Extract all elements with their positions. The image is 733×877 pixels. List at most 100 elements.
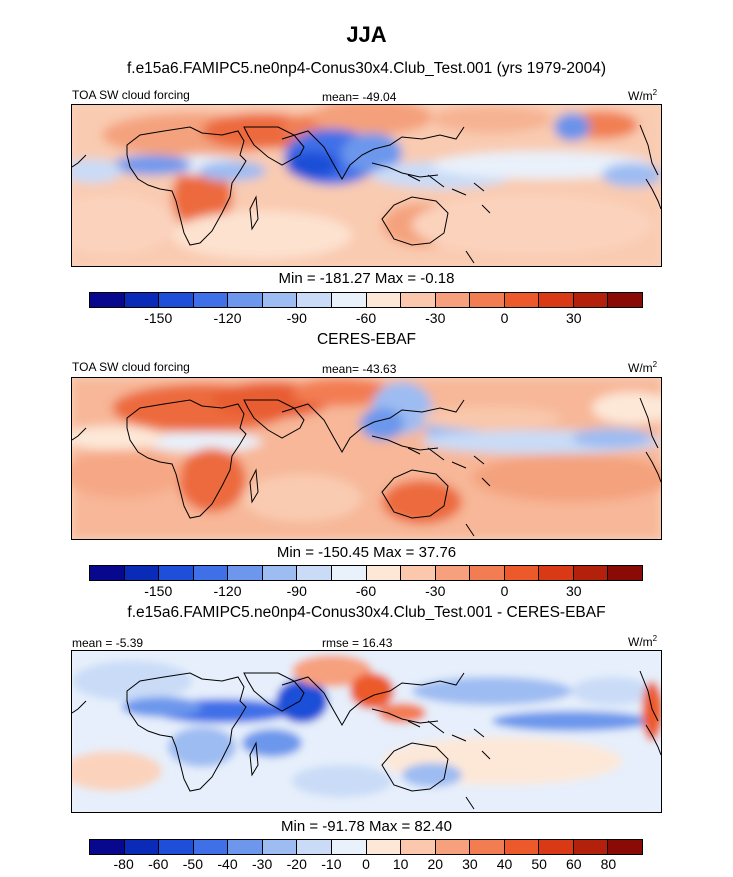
panel1-mean-label: mean= -49.04	[322, 90, 397, 104]
panel2-colorbar-ticks: -150 -120 -90 -60 -30 0 30	[89, 583, 643, 601]
colorbar-swatch	[608, 840, 642, 854]
panel3-minmax: Min = -91.78 Max = 82.40	[281, 818, 452, 835]
panel2-mean-label: mean= -43.63	[322, 362, 397, 376]
panel2-map	[71, 377, 662, 540]
colorbar-swatch	[124, 840, 160, 854]
panel1-map	[71, 104, 662, 267]
colorbar-tick-label: -30	[425, 310, 446, 326]
panel3-mean-label: mean = -5.39	[72, 636, 144, 650]
colorbar-swatch	[539, 566, 574, 580]
colorbar-swatch	[504, 566, 540, 580]
panel3-colorbar-ticks: -80 -60 -50 -40 -30 -20 -10 0 10 20 30 40 50 60 80	[89, 856, 643, 874]
panel1-heading: f.e15a6.FAMIPC5.ne0np4-Conus30x4.Club_Te…	[126, 60, 607, 77]
colorbar-swatch	[297, 840, 332, 854]
colorbar-tick-label: -30	[252, 856, 273, 872]
panel2-heading: CERES-EBAF	[316, 331, 417, 348]
colorbar-tick-label: -60	[148, 856, 169, 872]
colorbar-tick-label: 0	[500, 583, 509, 599]
panel2-colorbar	[89, 565, 643, 581]
colorbar-swatch	[228, 840, 263, 854]
colorbar-tick-label: -120	[213, 583, 242, 599]
colorbar-swatch	[193, 293, 229, 307]
colorbar-swatch	[228, 566, 263, 580]
colorbar-swatch	[262, 293, 298, 307]
colorbar-tick-label: 20	[427, 856, 444, 872]
colorbar-swatch	[331, 293, 367, 307]
colorbar-tick-label: -120	[213, 310, 242, 326]
colorbar-swatch	[470, 840, 505, 854]
figure-title: JJA	[346, 22, 387, 47]
colorbar-swatch	[366, 840, 402, 854]
colorbar-swatch	[124, 293, 160, 307]
colorbar-swatch	[470, 293, 505, 307]
colorbar-swatch	[608, 293, 642, 307]
colorbar-swatch	[228, 293, 263, 307]
colorbar-swatch	[539, 840, 574, 854]
colorbar-swatch	[193, 840, 229, 854]
colorbar-tick-label: -20	[286, 856, 307, 872]
panel2-unit-label: W/m2	[628, 360, 658, 375]
colorbar-swatch	[159, 840, 194, 854]
colorbar-swatch	[297, 566, 332, 580]
colorbar-swatch	[193, 566, 229, 580]
panel1-colorbar-ticks: -150 -120 -90 -60 -30 0 30	[89, 310, 643, 328]
colorbar-swatch	[435, 293, 471, 307]
colorbar-swatch	[470, 566, 505, 580]
colorbar-tick-label: -80	[113, 856, 134, 872]
colorbar-swatch	[435, 840, 471, 854]
colorbar-swatch	[90, 840, 125, 854]
colorbar-swatch	[401, 840, 436, 854]
panel3-heading: f.e15a6.FAMIPC5.ne0np4-Conus30x4.Club_Te…	[127, 604, 606, 621]
colorbar-swatch	[401, 293, 436, 307]
colorbar-swatch	[262, 566, 298, 580]
colorbar-swatch	[331, 840, 367, 854]
colorbar-tick-label: -30	[425, 583, 446, 599]
colorbar-tick-label: -90	[286, 583, 307, 599]
panel1-unit-label: W/m2	[628, 88, 658, 103]
colorbar-tick-label: 10	[392, 856, 409, 872]
colorbar-tick-label: -60	[355, 310, 377, 326]
colorbar-swatch	[366, 293, 402, 307]
colorbar-swatch	[504, 293, 540, 307]
panel3-map	[71, 650, 662, 813]
panel3-colorbar	[89, 839, 643, 855]
colorbar-tick-label: -60	[355, 583, 377, 599]
colorbar-tick-label: 80	[600, 856, 617, 872]
colorbar-tick-label: 50	[531, 856, 547, 872]
colorbar-tick-label: -90	[286, 310, 307, 326]
colorbar-swatch	[90, 566, 125, 580]
colorbar-swatch	[435, 566, 471, 580]
colorbar-tick-label: 0	[362, 856, 370, 872]
panel3-unit-label: W/m2	[628, 634, 658, 649]
panel1-minmax: Min = -181.27 Max = -0.18	[278, 270, 455, 287]
colorbar-tick-label: 40	[496, 856, 513, 872]
colorbar-tick-label: 30	[565, 583, 582, 599]
colorbar-tick-label: 60	[565, 856, 582, 872]
colorbar-swatch	[401, 566, 436, 580]
colorbar-tick-label: -150	[144, 583, 173, 599]
panel1-left-label: TOA SW cloud forcing	[72, 88, 190, 102]
colorbar-swatch	[573, 293, 609, 307]
colorbar-tick-label: 30	[462, 856, 478, 872]
colorbar-swatch	[366, 566, 402, 580]
colorbar-swatch	[573, 566, 609, 580]
colorbar-tick-label: -50	[182, 856, 203, 872]
colorbar-swatch	[262, 840, 298, 854]
panel2-minmax: Min = -150.45 Max = 37.76	[276, 544, 457, 561]
colorbar-tick-label: -10	[321, 856, 342, 872]
colorbar-swatch	[90, 293, 125, 307]
colorbar-swatch	[608, 566, 642, 580]
panel1-colorbar	[89, 292, 643, 308]
colorbar-tick-label: 30	[565, 310, 582, 326]
colorbar-swatch	[159, 566, 194, 580]
colorbar-tick-label: -150	[144, 310, 173, 326]
colorbar-swatch	[159, 293, 194, 307]
colorbar-swatch	[573, 840, 609, 854]
panel3-rmse-label: rmse = 16.43	[322, 636, 393, 650]
colorbar-swatch	[124, 566, 160, 580]
colorbar-swatch	[297, 293, 332, 307]
colorbar-swatch	[331, 566, 367, 580]
colorbar-tick-label: 0	[500, 310, 509, 326]
panel2-left-label: TOA SW cloud forcing	[72, 360, 190, 374]
colorbar-swatch	[539, 293, 574, 307]
